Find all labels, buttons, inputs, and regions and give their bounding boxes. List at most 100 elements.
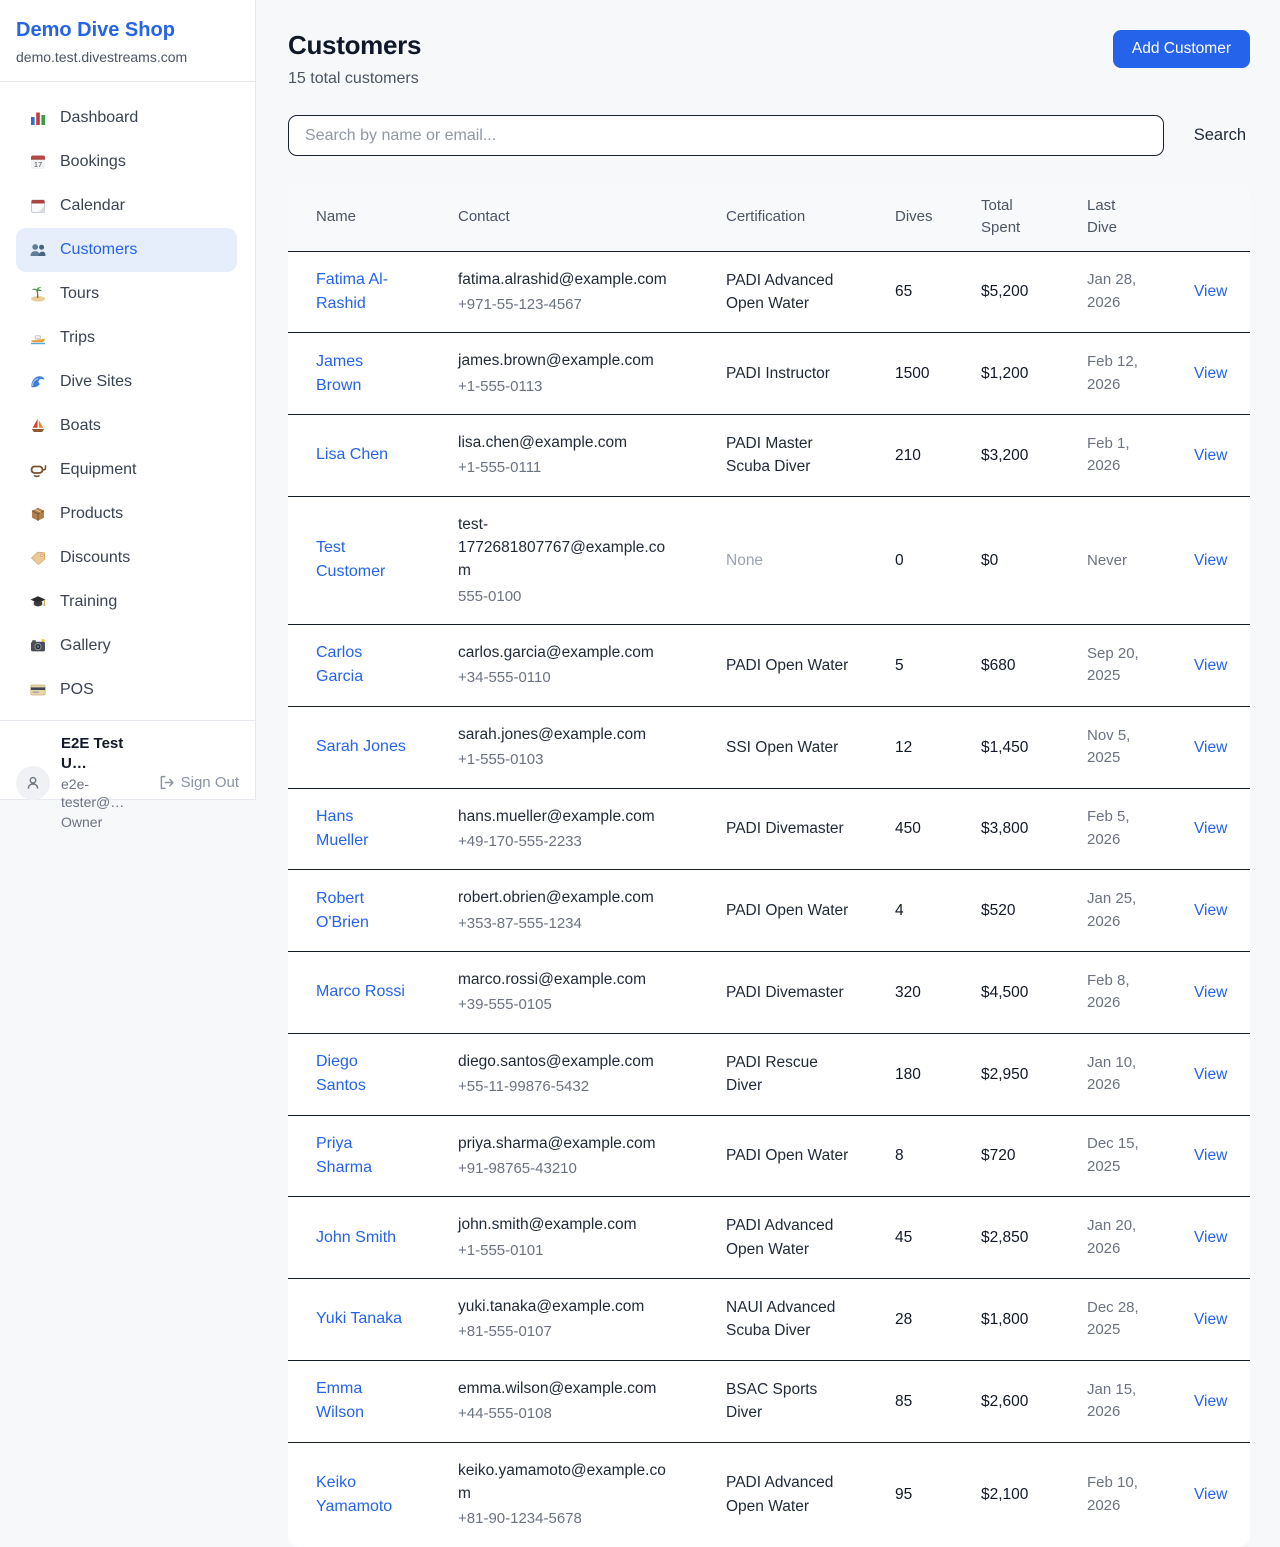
customer-total-spent: $3,200 [981,446,1029,464]
customer-email: fatima.alrashid@example.com [458,270,667,288]
customer-dives: 28 [895,1310,913,1328]
customer-dives: 210 [895,446,921,464]
table-row: Keiko Yamamoto keiko.yamamoto@example.co… [288,1442,1250,1547]
customer-name-link[interactable]: Sarah Jones [316,738,406,756]
customer-certification: NAUI Advanced Scuba Diver [726,1299,836,1340]
sidebar-item-customers[interactable]: Customers [16,228,237,272]
view-link[interactable]: View [1194,738,1228,756]
column-header-contact: Contact [458,207,510,225]
customer-certification: PADI Open Water [726,902,849,919]
view-link[interactable]: View [1194,446,1228,464]
user-info: E2E Test U… e2e-tester@… Owner [61,734,147,832]
sidebar-item-discounts[interactable]: Discounts [16,536,237,580]
page-subtitle: 15 total customers [288,70,419,87]
customer-total-spent: $1,800 [981,1310,1029,1328]
customer-name-link[interactable]: Keiko Yamamoto [316,1473,393,1515]
customer-name-link[interactable]: Emma Wilson [316,1380,365,1422]
customer-phone: +353-87-555-1234 [458,914,582,932]
view-link[interactable]: View [1194,656,1228,674]
sidebar-item-equipment[interactable]: Equipment [16,448,237,492]
contact-cell: keiko.yamamoto@example.com +81-90-1234-5… [458,1459,670,1531]
sidebar-item-label: Trips [60,329,95,346]
customer-dives: 0 [895,551,904,569]
customer-last-dive: Sep 20, 2025 [1087,644,1139,685]
sidebar-item-label: Calendar [60,197,125,214]
view-link[interactable]: View [1194,551,1228,569]
sidebar-item-trips[interactable]: Trips [16,316,237,360]
column-header-name: Name [316,207,357,225]
sidebar-item-calendar[interactable]: Calendar [16,184,237,228]
customer-dives: 320 [895,983,921,1001]
sidebar-item-boats[interactable]: Boats [16,404,237,448]
user-email: e2e-tester@… [61,776,125,811]
sign-out-button[interactable]: Sign Out [158,774,239,791]
sidebar-item-tours[interactable]: Tours [16,272,237,316]
view-link[interactable]: View [1194,283,1228,301]
customer-name-link[interactable]: Fatima Al-Rashid [316,270,389,312]
search-button[interactable]: Search [1190,126,1250,145]
customer-certification: None [726,551,764,569]
customer-name-link[interactable]: James Brown [316,352,364,394]
customer-email: john.smith@example.com [458,1216,637,1234]
view-link[interactable]: View [1194,983,1228,1001]
customer-email: yuki.tanaka@example.com [458,1298,645,1315]
bar-chart-icon [29,109,47,127]
customer-name-link[interactable]: Diego Santos [316,1053,366,1095]
view-link[interactable]: View [1194,1392,1228,1410]
tag-icon [29,549,47,567]
customer-phone: +1-555-0113 [458,377,543,395]
customer-email: diego.santos@example.com [458,1052,654,1070]
customer-name-link[interactable]: John Smith [316,1228,397,1246]
customer-name-link[interactable]: Test Customer [316,539,386,581]
customer-certification: PADI Divemaster [726,983,844,1001]
sidebar-item-products[interactable]: Products [16,492,237,536]
sidebar-item-dive-sites[interactable]: Dive Sites [16,360,237,404]
table-row: Marco Rossi marco.rossi@example.com +39-… [288,951,1250,1034]
customer-name-link[interactable]: Marco Rossi [316,983,405,1001]
sidebar-item-label: Bookings [60,153,126,170]
customer-last-dive: Jan 10, 2026 [1087,1053,1137,1094]
sidebar-item-dashboard[interactable]: Dashboard [16,96,237,140]
svg-text:17: 17 [34,160,42,169]
column-header-actions [1166,183,1250,251]
sidebar-item-gallery[interactable]: Gallery [16,624,237,668]
customer-name-link[interactable]: Hans Mueller [316,807,369,849]
view-link[interactable]: View [1194,1485,1228,1503]
customer-phone: +1-555-0103 [458,751,544,768]
sidebar-item-bookings[interactable]: 17 Bookings [16,140,237,184]
view-link[interactable]: View [1194,820,1228,838]
table-row: James Brown james.brown@example.com +1-5… [288,332,1250,415]
customer-dives: 180 [895,1065,921,1083]
sidebar-item-pos[interactable]: POS [16,668,237,712]
customer-email: robert.obrien@example.com [458,889,654,907]
search-input[interactable] [288,115,1164,156]
customer-total-spent: $4,500 [981,983,1029,1001]
customer-last-dive: Feb 5, 2026 [1087,808,1130,848]
add-customer-button[interactable]: Add Customer [1112,30,1250,68]
sidebar-header: Demo Dive Shop demo.test.divestreams.com [0,0,255,82]
customer-name-link[interactable]: Priya Sharma [316,1134,373,1176]
table-row: Yuki Tanaka yuki.tanaka@example.com +81-… [288,1278,1250,1361]
column-header-total-spent: Total Spent [981,197,1021,236]
customer-name-link[interactable]: Robert O'Brien [316,889,369,931]
calendar-date-icon: 17 [29,153,47,171]
sidebar-item-training[interactable]: Training [16,580,237,624]
customer-certification: PADI Advanced Open Water [726,1217,834,1258]
customer-dives: 450 [895,820,921,838]
search-bar: Search [288,115,1250,156]
view-link[interactable]: View [1194,1310,1228,1328]
customer-name-link[interactable]: Lisa Chen [316,446,389,464]
customer-name-link[interactable]: Yuki Tanaka [316,1310,402,1328]
customer-name-link[interactable]: Carlos Garcia [316,644,364,686]
customer-total-spent: $1,200 [981,365,1029,382]
view-link[interactable]: View [1194,1147,1228,1165]
view-link[interactable]: View [1194,1065,1228,1083]
customer-certification: PADI Rescue Diver [726,1053,818,1095]
table-row: Sarah Jones sarah.jones@example.com +1-5… [288,706,1250,788]
user-role: Owner [61,814,103,831]
view-link[interactable]: View [1194,1229,1228,1246]
view-link[interactable]: View [1194,365,1228,382]
customer-certification: PADI Open Water [726,1147,849,1165]
view-link[interactable]: View [1194,902,1228,919]
customer-certification: BSAC Sports Diver [726,1380,818,1422]
